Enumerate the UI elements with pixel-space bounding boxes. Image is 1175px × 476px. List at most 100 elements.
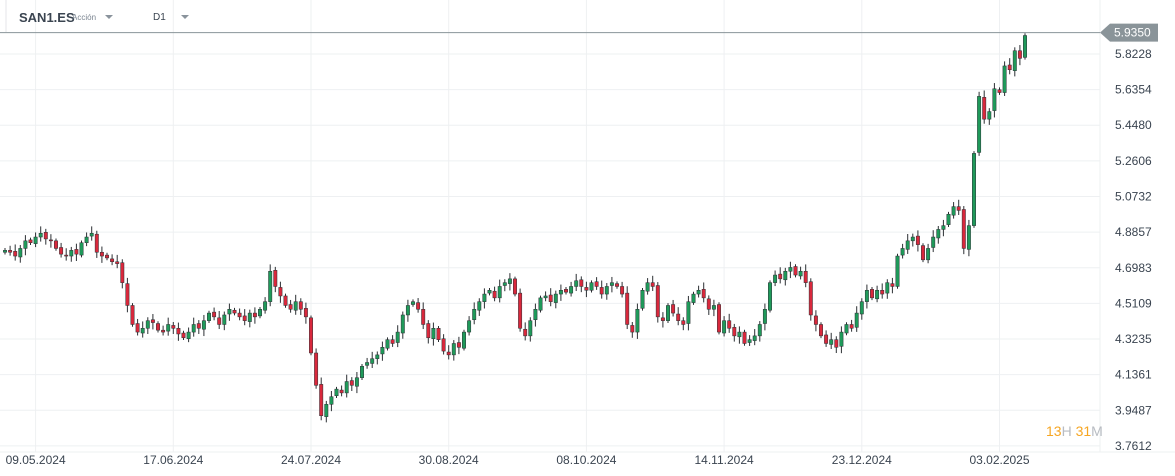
candle-body xyxy=(365,362,370,366)
candle-body xyxy=(915,235,920,245)
candle-body xyxy=(232,309,237,314)
candle-body xyxy=(936,229,941,239)
y-tick-label: 4.6983 xyxy=(1115,261,1152,275)
candle-body xyxy=(849,324,854,329)
candle-body xyxy=(263,301,268,311)
candle-body xyxy=(502,282,507,286)
candle-body xyxy=(472,309,477,320)
current-price-label: 5.9350 xyxy=(1114,26,1151,40)
y-tick-label: 5.4480 xyxy=(1115,118,1152,132)
x-tick-label: 09.05.2024 xyxy=(6,453,66,467)
candle-body xyxy=(319,384,324,416)
candle-body xyxy=(620,286,625,295)
candle-body xyxy=(819,324,823,337)
candle-body xyxy=(385,339,390,349)
candle-body xyxy=(150,319,155,323)
candle-body xyxy=(676,313,681,321)
candle-body xyxy=(64,254,69,257)
timeframe-select[interactable]: D1 xyxy=(153,12,166,23)
candle-body xyxy=(242,315,247,321)
candle-body xyxy=(609,282,614,286)
candle-body xyxy=(1007,64,1012,70)
candle-body xyxy=(977,96,982,153)
candle-body xyxy=(273,270,278,287)
candle-body xyxy=(212,311,217,318)
candle-body xyxy=(405,305,410,316)
timer-minutes: 31 xyxy=(1075,423,1092,439)
candle-body xyxy=(630,325,635,333)
candle-body xyxy=(497,286,502,299)
candle-body xyxy=(125,283,130,306)
candle-body xyxy=(870,289,874,299)
candle-body xyxy=(992,88,997,111)
candle-body xyxy=(482,293,487,302)
candle-body xyxy=(69,250,74,257)
candle-body xyxy=(48,239,53,242)
candle-body xyxy=(303,308,308,318)
candle-body xyxy=(839,331,844,347)
candle-body xyxy=(105,254,109,259)
candle-body xyxy=(247,312,252,322)
candle-body xyxy=(487,290,492,294)
x-tick-label: 24.07.2024 xyxy=(281,453,341,467)
x-tick-label: 17.06.2024 xyxy=(143,453,203,467)
candle-body xyxy=(298,301,303,310)
candle-body xyxy=(941,225,946,230)
candle-body xyxy=(28,239,33,243)
candle-body xyxy=(742,331,747,344)
candle-body xyxy=(288,304,293,310)
candle-body xyxy=(441,338,446,352)
candle-body xyxy=(283,295,288,306)
candle-body xyxy=(737,331,742,338)
candle-body xyxy=(666,305,670,321)
candle-body xyxy=(43,232,48,240)
candle-body xyxy=(395,331,400,343)
candle-body xyxy=(905,240,910,250)
y-tick-label: 5.6354 xyxy=(1115,83,1152,97)
candle-body xyxy=(349,380,354,386)
candle-body xyxy=(3,250,7,253)
candle-body xyxy=(966,225,971,250)
candle-body xyxy=(421,309,426,325)
candle-body xyxy=(951,206,956,216)
candle-body xyxy=(574,280,579,287)
candle-body xyxy=(880,290,885,295)
candle-body xyxy=(778,273,783,280)
candle-body xyxy=(732,327,737,337)
candle-body xyxy=(23,240,28,249)
candle-body xyxy=(859,301,864,315)
candle-body xyxy=(181,332,186,339)
candle-body xyxy=(84,236,89,243)
instrument-type: Acción xyxy=(72,13,97,22)
symbol-label[interactable]: SAN1.ES xyxy=(19,10,75,25)
candle-body xyxy=(166,324,171,332)
candle-body xyxy=(844,324,849,334)
candle-body xyxy=(604,286,609,295)
candle-body xyxy=(110,258,115,262)
candle-body xyxy=(59,247,64,255)
candle-body xyxy=(696,290,701,295)
candle-body xyxy=(768,282,772,311)
candle-body xyxy=(156,323,160,331)
candle-body xyxy=(762,309,767,324)
candle-body xyxy=(507,278,512,284)
candle-body xyxy=(74,249,79,255)
candle-body xyxy=(864,290,869,302)
candle-body xyxy=(538,297,543,311)
symbol-dropdown-icon[interactable] xyxy=(105,15,113,19)
candle-body xyxy=(324,404,329,417)
candle-body xyxy=(854,312,859,328)
timeframe-dropdown-icon[interactable] xyxy=(181,15,189,19)
timer-m: M xyxy=(1091,423,1103,439)
candle-body xyxy=(89,232,94,237)
candle-body xyxy=(8,250,13,253)
candle-body xyxy=(961,209,966,249)
candle-body xyxy=(956,206,961,211)
candle-body xyxy=(416,302,421,310)
candle-body xyxy=(717,304,721,333)
candle-body xyxy=(99,251,104,257)
candle-body xyxy=(640,290,645,309)
candle-body xyxy=(339,389,344,394)
candle-body xyxy=(217,317,222,325)
